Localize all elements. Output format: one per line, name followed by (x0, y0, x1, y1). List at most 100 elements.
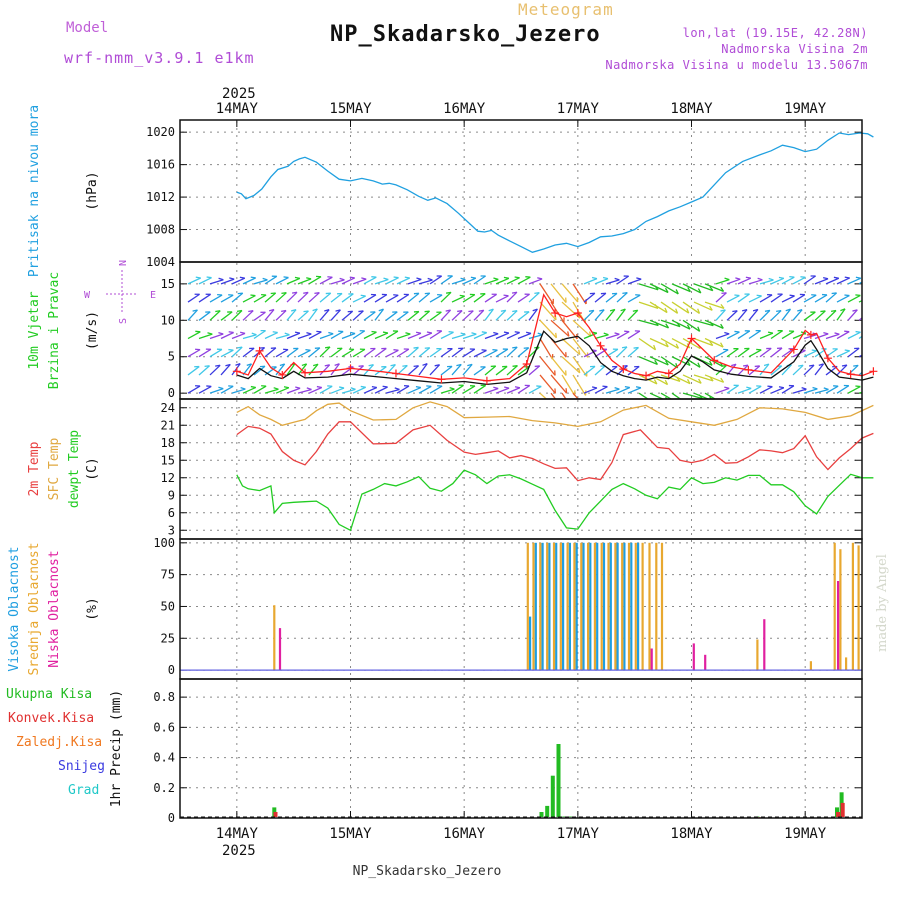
value-bar (836, 812, 841, 817)
wind-barb-head (225, 363, 231, 367)
wind-barb-head (746, 386, 752, 390)
wind-barb (286, 291, 298, 303)
wind-barb (847, 294, 861, 303)
value-bar (562, 542, 565, 671)
wind-barb-head (763, 363, 770, 367)
wind-barb-head (279, 363, 285, 367)
value-bar (839, 549, 842, 671)
wind-barb (572, 319, 592, 337)
wind-barb-head (382, 385, 388, 388)
model-label: Model (66, 20, 109, 36)
wind-barb (209, 294, 223, 303)
wind-barb (660, 337, 679, 349)
value-bar (278, 628, 282, 671)
wind-barb (264, 292, 277, 303)
wind-barb-head (460, 277, 466, 281)
wind-barb (561, 338, 581, 356)
value-bar (545, 805, 550, 817)
wind-barb (231, 363, 241, 376)
wind-barb-head (823, 331, 829, 335)
wind-barb-head (614, 332, 620, 335)
wind-barb-head (413, 365, 419, 367)
wind-barb (352, 295, 366, 303)
wind-barb (506, 310, 518, 321)
wind-barb (385, 294, 399, 303)
wind-barb (550, 374, 568, 394)
wind-barb (627, 294, 641, 303)
wind-barb (803, 294, 817, 303)
wind-barb (264, 275, 278, 285)
wind-barb-head (633, 346, 639, 349)
wind-barb-head (481, 331, 487, 334)
wind-barb (297, 278, 312, 285)
wind-barb-head (457, 309, 463, 313)
gust-marker (573, 309, 582, 318)
wind-barb (715, 387, 730, 394)
wind-barb (308, 363, 319, 376)
value-bar (580, 542, 583, 671)
wind-barb (198, 348, 212, 358)
wind-barb-head (350, 387, 356, 391)
wind-barb-head (511, 291, 518, 294)
wind-barb-head (324, 309, 330, 312)
wind-barb-head (236, 309, 243, 312)
value-bar (587, 542, 590, 671)
wind-barb (759, 347, 772, 358)
wind-barb-head (468, 310, 474, 313)
wind-barb (418, 310, 430, 321)
wind-barb-head (306, 387, 312, 391)
wind-barb (429, 330, 443, 340)
value-bar (534, 542, 537, 671)
wind-barb-head (467, 363, 473, 367)
wind-barb (341, 348, 355, 358)
wind-barb-head (720, 323, 724, 329)
wind-barb (627, 366, 640, 376)
wind-barb (297, 363, 308, 376)
wind-barb-head (664, 287, 669, 293)
wind-barb-head (306, 277, 312, 280)
gust-marker (551, 309, 560, 318)
side-label: Srednja Oblacnost (27, 542, 42, 675)
y-axis-unit-label: (C) (85, 457, 100, 480)
wind-barb-head (675, 308, 679, 314)
wind-barb (429, 364, 441, 376)
station-title: NP_Skadarsko_Jezero (330, 22, 601, 47)
wind-barb (451, 279, 466, 285)
wind-barb (440, 388, 455, 394)
wind-barb (671, 374, 691, 385)
wind-barb-head (852, 309, 858, 312)
wind-barb-head (720, 377, 725, 383)
wind-barb (418, 385, 432, 394)
wind-barb (616, 275, 630, 285)
wind-barb-head (195, 276, 201, 279)
wind-barb (286, 277, 301, 285)
wind-barb (462, 385, 476, 394)
wind-barb (374, 294, 388, 303)
wind-barb (297, 349, 311, 358)
wind-barb (242, 277, 256, 285)
wind-barb (847, 331, 861, 340)
wind-barb-head (503, 331, 510, 334)
wind-barb (231, 310, 243, 321)
wind-barb (385, 349, 399, 358)
wind-barb (726, 278, 741, 285)
wind-barb (451, 364, 462, 376)
panel-frame (179, 678, 863, 819)
wind-barb (781, 308, 792, 321)
wind-barb (726, 331, 740, 340)
wind-barb (407, 386, 422, 394)
wind-barb-head (262, 277, 268, 281)
wind-barb (583, 365, 596, 376)
wind-barb (737, 293, 750, 303)
wind-barb-head (855, 276, 861, 279)
wind-barb-head (383, 277, 389, 281)
wind-barb-head (742, 364, 749, 367)
wind-barb (836, 350, 850, 358)
wind-barb (187, 309, 198, 321)
wind-barb-head (855, 330, 861, 333)
wind-barb-head (588, 309, 595, 312)
wind-barb-head (697, 362, 701, 368)
wind-barb-head (734, 294, 740, 297)
wind-barb (858, 281, 862, 285)
wind-barb (308, 308, 318, 321)
